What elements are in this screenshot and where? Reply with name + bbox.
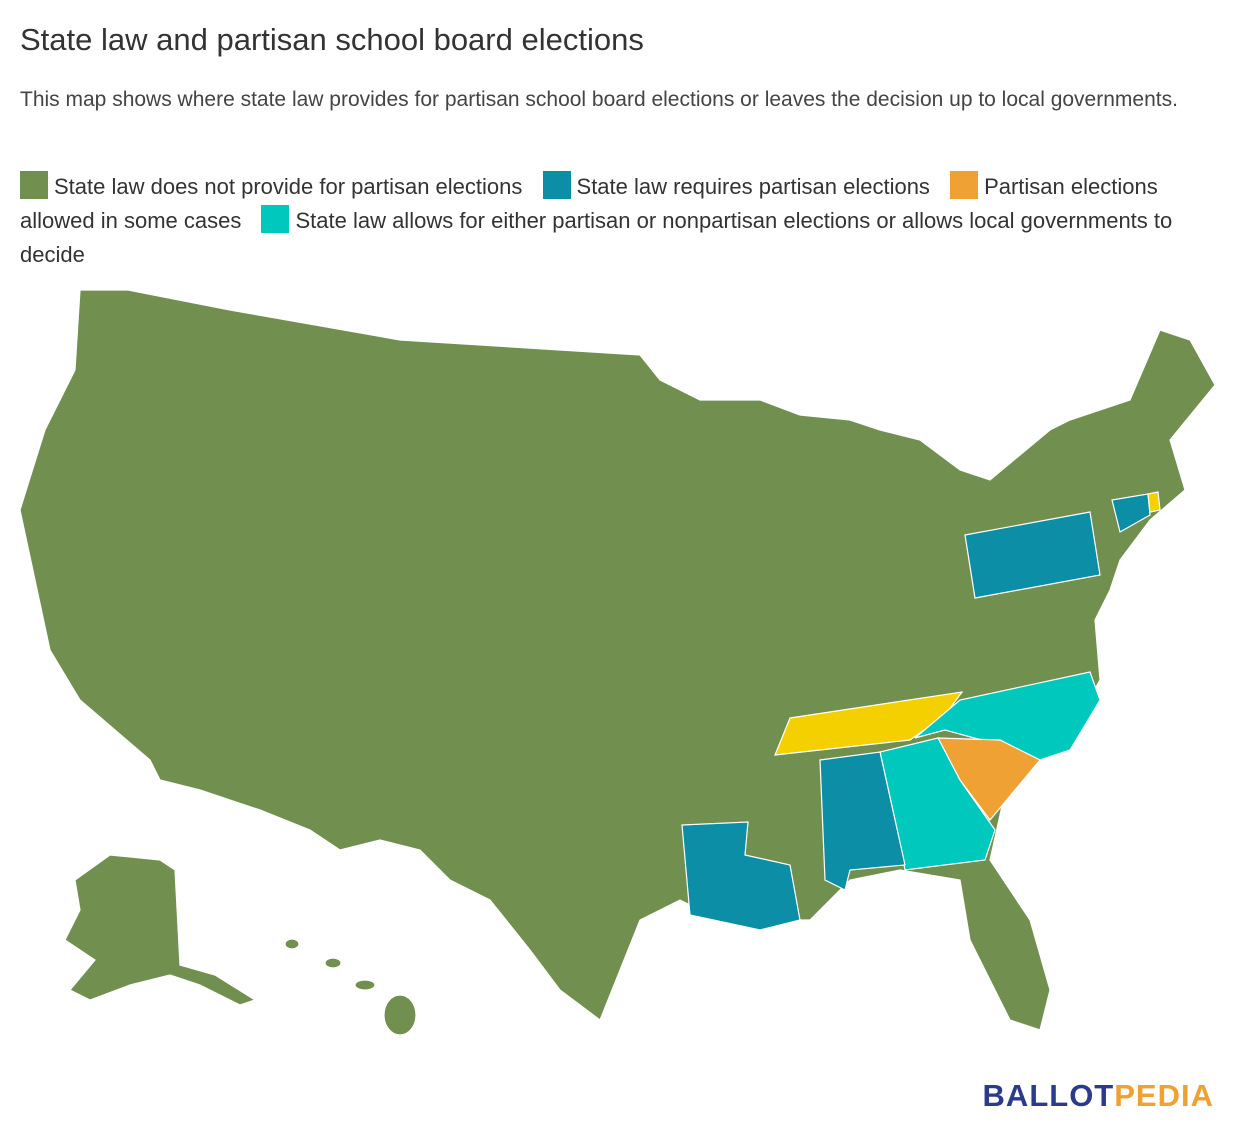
legend-item: State law does not provide for partisan … bbox=[20, 171, 523, 199]
rhode-island bbox=[1147, 491, 1161, 513]
legend-label: State law allows for either partisan or … bbox=[20, 208, 1173, 267]
legend-label: State law requires partisan elections bbox=[576, 174, 930, 199]
logo-part: PEDIA bbox=[1114, 1078, 1214, 1113]
logo: BALLOTPEDIA bbox=[983, 1078, 1214, 1114]
hawaii bbox=[354, 979, 376, 991]
title: State law and partisan school board elec… bbox=[20, 22, 644, 57]
legend-swatch bbox=[20, 171, 48, 199]
subtitle: This map shows where state law provides … bbox=[20, 88, 1178, 111]
legend-item: State law allows for either partisan or … bbox=[20, 205, 1173, 267]
lower-48 bbox=[19, 289, 1216, 1031]
legend-item: State law requires partisan elections bbox=[542, 171, 930, 199]
connecticut bbox=[1111, 493, 1151, 533]
legend-swatch bbox=[261, 205, 290, 233]
legend-swatch bbox=[950, 171, 979, 199]
hawaii bbox=[383, 994, 417, 1036]
legend-label: Partisan elections allowed in some cases bbox=[20, 174, 1158, 233]
legend-swatch bbox=[542, 171, 571, 199]
legend-item: Partisan elections allowed in some cases bbox=[20, 171, 1158, 233]
hawaii bbox=[324, 957, 342, 969]
hawaii bbox=[284, 938, 300, 950]
alabama bbox=[819, 751, 906, 891]
north-carolina bbox=[914, 671, 1101, 761]
legend: State law does not provide for partisan … bbox=[20, 170, 1225, 272]
louisiana bbox=[681, 821, 801, 931]
pennsylvania bbox=[964, 511, 1101, 599]
legend-label: State law does not provide for partisan … bbox=[54, 174, 523, 199]
logo-part: BALLOT bbox=[982, 1078, 1115, 1113]
alaska bbox=[64, 854, 257, 1006]
